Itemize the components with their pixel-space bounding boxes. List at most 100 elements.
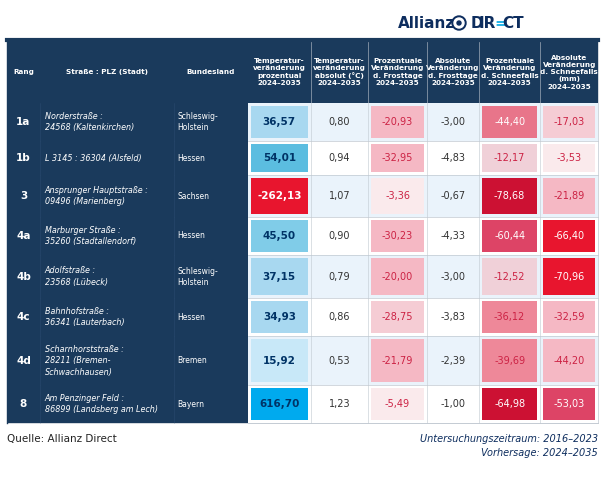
Text: Sachsen: Sachsen — [177, 191, 209, 201]
Text: L 3145 : 36304 (Alsfeld): L 3145 : 36304 (Alsfeld) — [45, 154, 142, 163]
Bar — [543, 301, 595, 333]
Circle shape — [454, 18, 464, 28]
Text: -21,79: -21,79 — [382, 355, 413, 366]
Bar — [371, 339, 424, 382]
Text: Bundesland: Bundesland — [186, 69, 235, 75]
Bar — [371, 106, 424, 138]
Bar — [247, 103, 598, 141]
Text: -39,69: -39,69 — [494, 355, 525, 366]
Circle shape — [452, 16, 466, 30]
Bar — [247, 336, 598, 385]
Bar — [7, 41, 598, 103]
Text: -2,39: -2,39 — [440, 355, 466, 366]
Text: 0,94: 0,94 — [329, 153, 350, 163]
Text: -70,96: -70,96 — [554, 272, 585, 281]
Text: 3: 3 — [20, 191, 27, 201]
Text: -17,03: -17,03 — [554, 117, 585, 127]
Text: -3,53: -3,53 — [557, 153, 582, 163]
Bar — [250, 388, 308, 420]
Text: 37,15: 37,15 — [263, 272, 296, 281]
Text: -1,00: -1,00 — [440, 399, 466, 409]
Text: Bremen: Bremen — [177, 356, 208, 365]
Bar — [7, 336, 247, 385]
Bar — [247, 298, 598, 336]
Bar — [482, 178, 537, 214]
Bar — [250, 301, 308, 333]
Bar — [543, 220, 595, 252]
Text: 0,90: 0,90 — [329, 231, 350, 241]
Text: Vorhersage: 2024–2035: Vorhersage: 2024–2035 — [481, 448, 598, 458]
Text: Hessen: Hessen — [177, 231, 205, 241]
Text: -44,20: -44,20 — [554, 355, 585, 366]
Text: 4c: 4c — [16, 312, 30, 322]
Text: Allianz: Allianz — [398, 16, 455, 30]
Bar — [543, 258, 595, 295]
Text: Bayern: Bayern — [177, 400, 204, 409]
Text: Scharnhorststraße :
28211 (Bremen-
Schwachhausen): Scharnhorststraße : 28211 (Bremen- Schwa… — [45, 345, 124, 377]
Bar — [7, 298, 247, 336]
Bar — [250, 220, 308, 252]
Bar — [482, 388, 537, 420]
Text: Hessen: Hessen — [177, 154, 205, 163]
Bar — [371, 258, 424, 295]
Text: Quelle: Allianz Direct: Quelle: Allianz Direct — [7, 434, 117, 444]
Text: -3,00: -3,00 — [440, 272, 466, 281]
Text: -20,93: -20,93 — [382, 117, 413, 127]
Text: 15,92: 15,92 — [263, 355, 296, 366]
Text: -78,68: -78,68 — [494, 191, 525, 201]
Bar — [250, 339, 308, 382]
Text: -262,13: -262,13 — [257, 191, 302, 201]
Text: Rang: Rang — [13, 69, 34, 75]
Bar — [247, 385, 598, 423]
Bar — [7, 141, 247, 175]
Text: -60,44: -60,44 — [494, 231, 525, 241]
Text: -20,00: -20,00 — [382, 272, 413, 281]
Text: -4,33: -4,33 — [440, 231, 466, 241]
Bar — [371, 388, 424, 420]
Text: 36,57: 36,57 — [263, 117, 296, 127]
Text: 54,01: 54,01 — [263, 153, 296, 163]
Bar — [482, 106, 537, 138]
Bar — [371, 178, 424, 214]
Text: Temperatur-
veränderung
absolut (°C)
2024–2035: Temperatur- veränderung absolut (°C) 202… — [313, 57, 366, 86]
Text: 1,07: 1,07 — [329, 191, 350, 201]
Bar — [250, 106, 308, 138]
Text: Untersuchungszeitraum: 2016–2023: Untersuchungszeitraum: 2016–2023 — [420, 434, 598, 444]
Text: 0,80: 0,80 — [329, 117, 350, 127]
Bar — [250, 144, 308, 172]
Text: 1,23: 1,23 — [329, 399, 350, 409]
Text: -28,75: -28,75 — [382, 312, 413, 322]
Text: 4b: 4b — [16, 272, 31, 281]
Text: -30,23: -30,23 — [382, 231, 413, 241]
Bar — [543, 388, 595, 420]
Bar — [543, 106, 595, 138]
Text: -36,12: -36,12 — [494, 312, 525, 322]
Text: 45,50: 45,50 — [263, 231, 296, 241]
Text: -12,52: -12,52 — [494, 272, 525, 281]
Text: D: D — [471, 16, 483, 30]
Text: Adolfstraße :
23568 (Lübeck): Adolfstraße : 23568 (Lübeck) — [45, 266, 108, 287]
Text: -32,59: -32,59 — [554, 312, 585, 322]
Circle shape — [457, 21, 461, 25]
Bar — [371, 301, 424, 333]
Bar — [543, 144, 595, 172]
Text: Straße : PLZ (Stadt): Straße : PLZ (Stadt) — [66, 69, 148, 75]
Text: Absolute
Veränderung
d. Frosttage
2024–2035: Absolute Veränderung d. Frosttage 2024–2… — [427, 58, 480, 86]
Text: Prozentuale
Veränderung
d. Schneefalls
2024–2035: Prozentuale Veränderung d. Schneefalls 2… — [481, 58, 538, 86]
Bar — [371, 144, 424, 172]
Text: -44,40: -44,40 — [494, 117, 525, 127]
Text: 0,53: 0,53 — [329, 355, 350, 366]
Text: -66,40: -66,40 — [554, 231, 585, 241]
Bar — [7, 255, 247, 298]
Text: 1b: 1b — [16, 153, 31, 163]
Bar — [371, 220, 424, 252]
Text: -21,89: -21,89 — [554, 191, 585, 201]
Text: Prozentuale
Veränderung
d. Frosttage
2024–2035: Prozentuale Veränderung d. Frosttage 202… — [371, 58, 424, 86]
Text: IR: IR — [479, 16, 496, 30]
Bar — [482, 339, 537, 382]
Text: 4d: 4d — [16, 355, 31, 366]
Text: 616,70: 616,70 — [259, 399, 299, 409]
Text: 1a: 1a — [16, 117, 31, 127]
Bar — [247, 141, 598, 175]
Text: Am Penzinger Feld :
86899 (Landsberg am Lech): Am Penzinger Feld : 86899 (Landsberg am … — [45, 394, 158, 414]
